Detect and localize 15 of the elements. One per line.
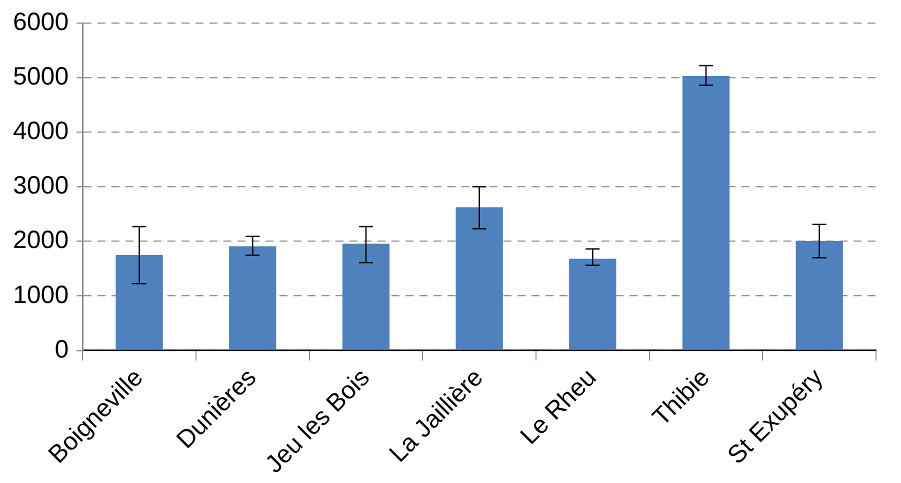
x-tick-label: Jeu les Bois <box>260 363 376 479</box>
bar <box>569 258 616 350</box>
bar <box>796 241 843 350</box>
y-tick-label: 4000 <box>12 117 69 146</box>
y-tick-label: 2000 <box>12 226 69 254</box>
bar <box>456 207 503 350</box>
y-tick-label: 0 <box>54 335 69 364</box>
bar <box>682 76 730 350</box>
bar <box>116 254 163 350</box>
bar <box>229 246 276 350</box>
y-tick-label: 3000 <box>12 172 69 200</box>
y-tick-label: 1000 <box>12 280 69 309</box>
bar <box>342 244 390 350</box>
y-tick-label: 5000 <box>12 62 69 90</box>
y-tick-label: 6000 <box>12 8 69 36</box>
